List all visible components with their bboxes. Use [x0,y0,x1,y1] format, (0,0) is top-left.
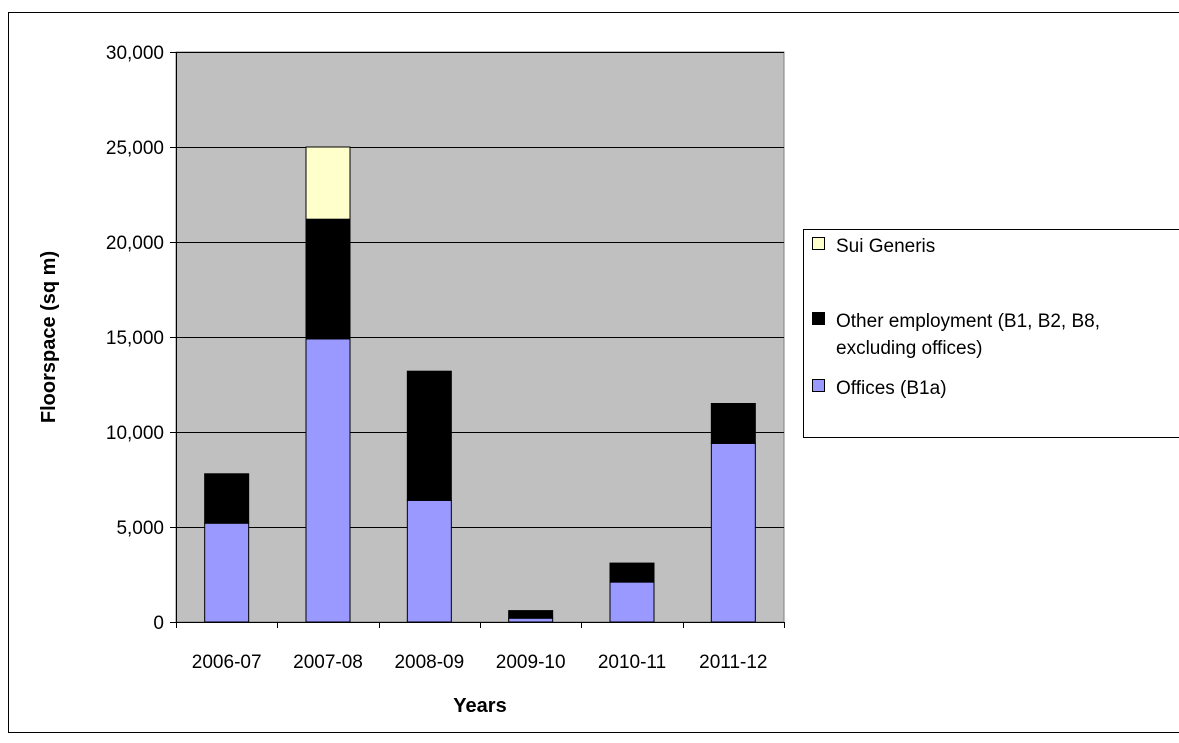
legend-swatch [813,238,825,250]
y-tick-label: 5,000 [116,518,164,539]
legend-swatch [813,313,825,325]
y-tick-label: 10,000 [106,423,164,444]
bar-segment [509,611,553,619]
bar-segment [306,219,350,339]
legend: Sui Generis Other employment (B1, B2, B8,… [804,230,1179,438]
bar-segment [610,563,654,582]
x-axis-title: Years [453,695,506,717]
legend-label: Offices (B1a) [836,378,947,399]
x-tick-label: 2011-12 [699,652,767,673]
bar-segment [711,404,755,444]
bar-segment [205,523,249,622]
legend-label: excluding offices) [836,338,982,359]
legend-swatch [813,380,825,392]
bar-segment [711,443,755,622]
legend-label: Other employment (B1, B2, B8, [836,311,1100,332]
x-tick-label: 2008-09 [394,652,464,673]
x-tick-label: 2007-08 [293,652,363,673]
legend-label: Sui Generis [836,236,935,257]
y-axis-title: Floorspace (sq m) [38,251,60,423]
x-tick-label: 2006-07 [192,652,262,673]
bar-segment [610,582,654,622]
y-tick-label: 25,000 [106,138,164,159]
y-tick-label: 15,000 [106,328,164,349]
bar-segment [407,371,451,500]
x-tick-label: 2010-11 [598,652,666,673]
bar-segment [407,500,451,622]
y-tick-label: 0 [153,613,164,634]
bar-segment [509,618,553,622]
x-tick-label: 2009-10 [496,652,566,673]
y-tick-label: 30,000 [106,43,164,64]
bar-segment [205,474,249,523]
bar-segment [306,147,350,219]
bar-segment [306,339,350,622]
legend-box [804,230,1179,438]
y-tick-label: 20,000 [106,233,164,254]
